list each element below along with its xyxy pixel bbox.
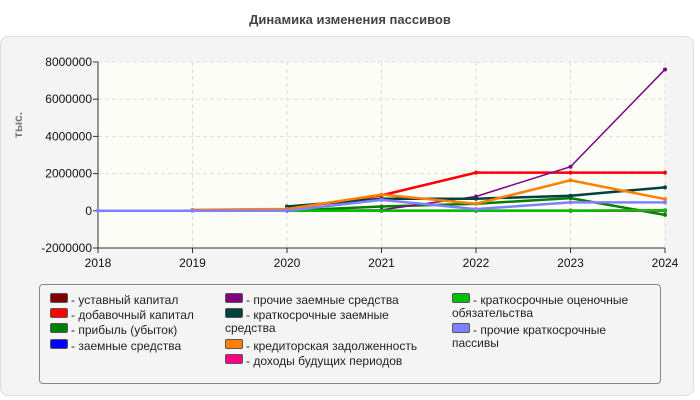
legend-label: - прочие краткосрочные пассивы <box>452 323 607 350</box>
legend-label: - прибыль (убыток) <box>71 323 178 337</box>
legend-item[interactable]: - доходы будущих периодов <box>225 354 440 368</box>
data-point <box>663 185 667 190</box>
legend-item[interactable]: - уставный капитал <box>50 293 215 307</box>
legend-label: - заемные средства <box>71 339 182 353</box>
chart-title: Динамика изменения пассивов <box>249 12 451 27</box>
y-tick-label: 0 <box>85 204 92 218</box>
data-point <box>663 200 667 205</box>
legend-item[interactable]: - кредиторская задолженность <box>225 339 440 353</box>
legend-swatch <box>452 293 470 303</box>
data-point <box>474 170 478 175</box>
legend-label: - прочие заемные средства <box>246 293 399 307</box>
legend-item[interactable]: - добавочный капитал <box>50 308 215 322</box>
x-tick-label: 2019 <box>179 256 206 270</box>
legend-label: - добавочный капитал <box>71 308 194 322</box>
x-tick-label: 2023 <box>557 256 584 270</box>
y-axis-label: тыс. <box>11 112 25 138</box>
y-tick-label: 2000000 <box>45 167 92 181</box>
legend-label: - доходы будущих периодов <box>246 354 403 368</box>
legend-label: - краткосрочные заемные средства <box>225 308 389 335</box>
y-tick-label: 6000000 <box>45 92 92 106</box>
data-point <box>568 164 573 169</box>
data-point <box>663 212 667 217</box>
legend-item[interactable]: - краткосрочные заемные средства <box>225 308 440 335</box>
data-point <box>663 208 667 213</box>
legend-item[interactable]: - прибыль (убыток) <box>50 323 215 337</box>
data-point <box>474 201 478 206</box>
data-point <box>568 208 573 213</box>
legend-swatch <box>50 323 68 333</box>
legend-item[interactable]: - прочие заемные средства <box>225 293 440 307</box>
legend-swatch <box>225 354 243 364</box>
data-point <box>190 208 195 213</box>
legend-swatch <box>50 293 68 303</box>
legend-swatch <box>225 293 243 303</box>
data-point <box>568 200 573 205</box>
data-point <box>568 178 573 183</box>
data-point <box>663 170 667 175</box>
legend-swatch <box>50 339 68 349</box>
legend-item[interactable]: - краткосрочные оценочные обязательства <box>452 293 652 320</box>
x-tick-label: 2020 <box>274 256 301 270</box>
legend: - уставный капитал - добавочный капитал - … <box>39 284 661 384</box>
x-tick-label: 2021 <box>368 256 395 270</box>
data-point <box>379 197 384 202</box>
y-tick-label: 4000000 <box>45 129 92 143</box>
data-point <box>663 197 667 202</box>
data-point <box>663 67 667 72</box>
data-point <box>379 192 384 197</box>
data-point <box>96 208 100 213</box>
legend-label: - кредиторская задолженность <box>246 339 418 353</box>
y-tick-label: -2000000 <box>41 241 92 255</box>
data-point <box>474 196 478 201</box>
x-tick-label: 2024 <box>652 256 679 270</box>
legend-item[interactable]: - заемные средства <box>50 339 215 353</box>
x-tick-label: 2018 <box>85 256 112 270</box>
data-point <box>474 207 478 212</box>
data-point <box>568 193 573 198</box>
series-line-6 <box>192 179 666 212</box>
legend-label: - уставный капитал <box>71 293 179 307</box>
data-point <box>568 170 573 175</box>
x-tick-label: 2022 <box>463 256 490 270</box>
data-point <box>379 204 384 209</box>
data-point <box>285 208 289 213</box>
legend-swatch <box>225 308 243 318</box>
legend-item[interactable]: - прочие краткосрочные пассивы <box>452 323 652 350</box>
legend-swatch <box>50 308 68 318</box>
y-tick-label: 8000000 <box>45 55 92 69</box>
legend-swatch <box>225 339 243 349</box>
legend-swatch <box>452 323 470 333</box>
data-point <box>379 208 384 213</box>
legend-label: - краткосрочные оценочные обязательства <box>452 293 629 320</box>
